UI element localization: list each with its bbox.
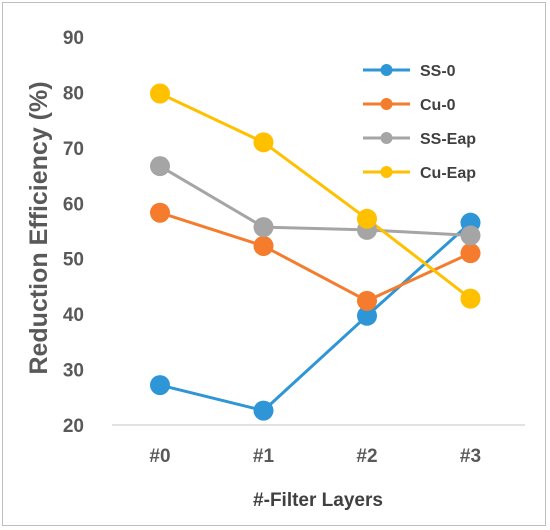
legend: SS-0 Cu-0 SS-Eap Cu-Eap [363, 63, 476, 182]
data-point-cu-eap [460, 288, 481, 309]
legend-swatch-marker [380, 132, 393, 144]
legend-swatch-marker [380, 98, 393, 110]
data-point-cu-eap [150, 83, 170, 104]
y-tick-label: 70 [63, 139, 84, 160]
data-point-ss-eap [253, 217, 274, 238]
y-tick-label: 90 [63, 28, 84, 49]
data-point-ss-0 [150, 375, 170, 396]
x-axis-label: #-Filter Layers [253, 490, 383, 511]
data-point-cu-0 [150, 202, 170, 223]
y-tick-label: 20 [63, 416, 84, 437]
data-point-cu-eap [357, 208, 377, 229]
series-line-cu-0 [159, 211, 472, 303]
x-tick-label: #1 [253, 446, 275, 467]
y-tick-label: 50 [63, 250, 84, 271]
y-tick-label: 60 [63, 194, 84, 215]
legend-label: Cu-Eap [420, 165, 476, 182]
legend-item: Cu-0 [363, 97, 456, 114]
x-axis-ticks: #0 #1 #2 #3 [149, 446, 481, 467]
y-tick-label: 30 [63, 361, 84, 382]
y-tick-label: 40 [63, 305, 84, 326]
data-point-ss-eap [460, 225, 481, 246]
series-line-ss-0 [159, 221, 472, 413]
legend-item: SS-0 [363, 63, 456, 80]
legend-label: SS-Eap [420, 131, 476, 148]
data-point-ss-0 [357, 305, 377, 326]
legend-swatch-marker [380, 166, 393, 178]
x-tick-label: #0 [149, 446, 170, 467]
data-point-ss-0 [253, 400, 274, 421]
y-tick-label: 80 [63, 83, 84, 104]
legend-item: Cu-Eap [363, 165, 476, 182]
legend-swatch-marker [380, 64, 393, 76]
legend-label: Cu-0 [420, 97, 456, 114]
data-point-cu-0 [253, 235, 274, 256]
chart-frame [2, 2, 546, 526]
series-lines [159, 92, 472, 413]
data-point-cu-0 [460, 243, 481, 264]
y-axis-label: Reduction Efficiency (%) [25, 81, 53, 374]
legend-label: SS-0 [420, 63, 456, 80]
data-point-cu-0 [357, 290, 377, 311]
series-line-cu-eap [159, 92, 472, 300]
series-line-ss-eap [159, 164, 471, 237]
x-tick-label: #2 [356, 446, 377, 467]
x-tick-label: #3 [460, 446, 481, 467]
data-point-cu-eap [253, 132, 274, 153]
series-points [150, 83, 481, 421]
y-axis-ticks: 20 30 40 50 60 70 80 90 [63, 28, 84, 437]
data-point-ss-eap [150, 156, 170, 177]
legend-item: SS-Eap [363, 131, 476, 148]
